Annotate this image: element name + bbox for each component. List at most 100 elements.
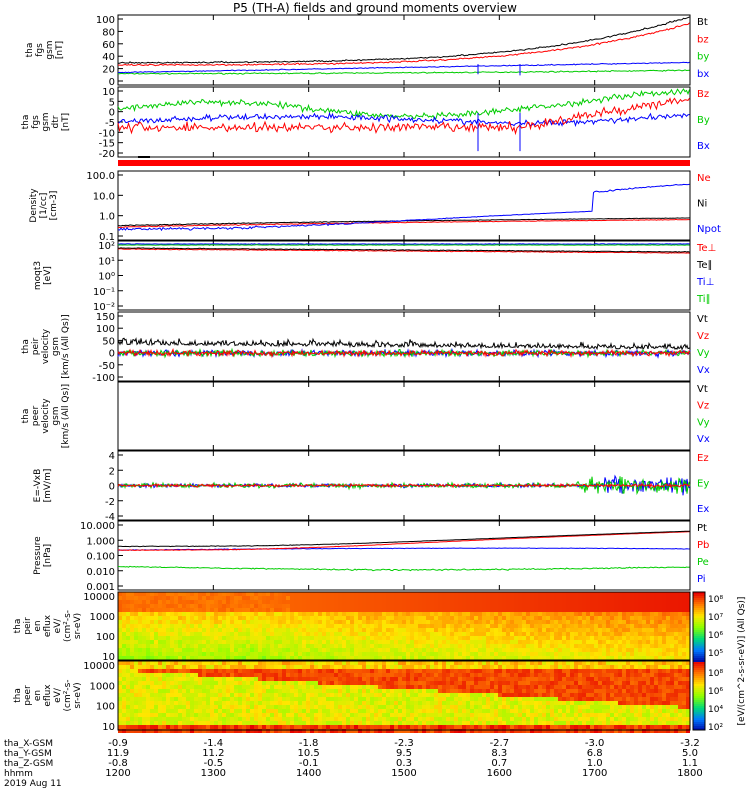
y-tick-label: 0.1 <box>99 232 115 243</box>
y-axis-label: [eV] <box>43 266 53 285</box>
x-row-value: 1400 <box>296 768 321 779</box>
x-row-value: -2.3 <box>394 738 414 749</box>
y-tick-label: -2 <box>105 497 115 508</box>
legend-pb: Pb <box>697 540 709 551</box>
x-row-value: 1600 <box>487 768 512 779</box>
y-tick-label: 80 <box>102 27 115 38</box>
page-title: P5 (TH-A) fields and ground moments over… <box>233 1 517 15</box>
y-axis-label: sr-eV) <box>73 613 83 639</box>
y-axis-label: gsm <box>51 406 61 425</box>
y-tick-label: 1.0 <box>99 212 115 223</box>
legend-pi: Pi <box>697 574 706 585</box>
y-axis-label: tha <box>21 115 31 130</box>
y-tick-label: 0 <box>109 482 115 493</box>
series-pt <box>118 530 690 548</box>
legend-vx: Vx <box>697 434 710 445</box>
x-row-label: hhmm <box>4 769 33 779</box>
x-row-value: 1800 <box>677 768 702 779</box>
y-tick-label: 100 <box>96 702 115 713</box>
y-axis-label: Density <box>29 188 39 223</box>
y-tick-label: -5 <box>105 118 115 129</box>
y-axis-label: en <box>33 620 43 631</box>
y-tick-label: 10 <box>102 652 115 663</box>
colorbar-tick: 10⁷ <box>708 613 723 623</box>
y-tick-label: 40 <box>102 52 115 63</box>
y-axis-label: peer <box>23 685 33 706</box>
panel-frame-3 <box>117 170 691 241</box>
legend-vt: Vt <box>697 314 708 325</box>
legend-pt: Pt <box>697 523 707 534</box>
legend-ti⊥: Ti⊥ <box>696 277 714 288</box>
y-axis-label: [mV/m] <box>43 469 53 503</box>
x-row-value: 1700 <box>582 768 607 779</box>
legend-bz: bz <box>697 34 709 45</box>
legend-vx: Vx <box>697 365 710 376</box>
x-row-value: 1.1 <box>682 758 698 769</box>
y-tick-label: 10000 <box>83 661 115 672</box>
y-tick-label: 0 <box>109 108 115 119</box>
series-te-perp <box>117 248 690 254</box>
y-tick-label: 5 <box>109 97 115 108</box>
y-axis-label: en <box>33 690 43 701</box>
y-tick-label: -100 <box>92 373 115 384</box>
colorbar-tick: 10⁴ <box>708 705 723 715</box>
panel-frame-1 <box>117 14 691 86</box>
y-tick-label: -10 <box>99 128 115 139</box>
y-axis-label: (cm²-s- <box>63 679 73 711</box>
y-tick-label: 0.010 <box>86 567 115 578</box>
colorbar-tick: 10⁸ <box>708 669 723 679</box>
y-tick-label: 10.0 <box>93 191 115 202</box>
series-bt <box>117 16 690 64</box>
y-tick-label: 100 <box>96 324 115 335</box>
legend-vy: Vy <box>697 348 710 359</box>
y-tick-label: 10² <box>98 241 115 252</box>
y-tick-label: 1000 <box>90 612 115 623</box>
y-axis-label: tha <box>21 409 31 424</box>
date-label: 2019 Aug 11 <box>4 779 62 789</box>
y-axis-label: gsm <box>51 337 61 356</box>
y-axis-label: eflux <box>43 684 53 707</box>
series-bz <box>117 97 690 136</box>
y-tick-label: 1.000 <box>86 536 115 547</box>
x-row-label: tha_X-GSM <box>4 739 53 749</box>
y-axis-label: [nT] <box>55 41 65 59</box>
y-axis-label: tha <box>21 339 31 354</box>
flag-mark <box>138 156 150 158</box>
y-axis-label: eflux <box>43 614 53 637</box>
series-npot <box>117 183 690 232</box>
panel-frame-6 <box>117 381 691 451</box>
colorbar-tick: 10⁸ <box>708 595 723 605</box>
y-axis-label: tha <box>13 688 23 703</box>
y-tick-label: 100 <box>96 632 115 643</box>
flag-bar <box>118 160 690 166</box>
x-row-value: 0.7 <box>491 758 507 769</box>
y-tick-label: -4 <box>105 512 115 523</box>
y-axis-label: sr-eV) <box>73 682 83 708</box>
y-axis-label: peer <box>31 405 41 426</box>
y-axis-label: gsm <box>41 112 51 131</box>
x-row-value: 1200 <box>105 768 130 779</box>
x-row-value: 1.0 <box>587 758 603 769</box>
y-tick-label: 2 <box>109 466 115 477</box>
legend-ne: Ne <box>697 173 711 184</box>
y-axis-label: velocity <box>41 328 51 364</box>
legend-by: by <box>697 52 709 63</box>
y-axis-label: velocity <box>41 398 51 434</box>
x-row-value: -3.2 <box>680 738 700 749</box>
colorbar-label: [eV/(cm^2-s-sr-eV)] (All Qs)] <box>737 597 747 726</box>
legend-by: By <box>697 115 710 126</box>
y-axis-label: gsm <box>45 40 55 59</box>
x-row-value: -0.5 <box>204 758 224 769</box>
legend-ez: Ez <box>697 453 709 464</box>
series-bx <box>117 111 690 128</box>
colorbar <box>692 591 706 731</box>
legend-pe: Pe <box>697 557 709 568</box>
y-tick-label: 10 <box>102 87 115 98</box>
series-pb <box>117 531 690 551</box>
legend-vz: Vz <box>697 401 709 412</box>
x-row-value: -0.9 <box>108 738 128 749</box>
series-by <box>117 69 690 75</box>
series-bx <box>117 61 690 74</box>
series-ni <box>117 217 690 227</box>
y-axis-label: fgs <box>35 43 45 57</box>
